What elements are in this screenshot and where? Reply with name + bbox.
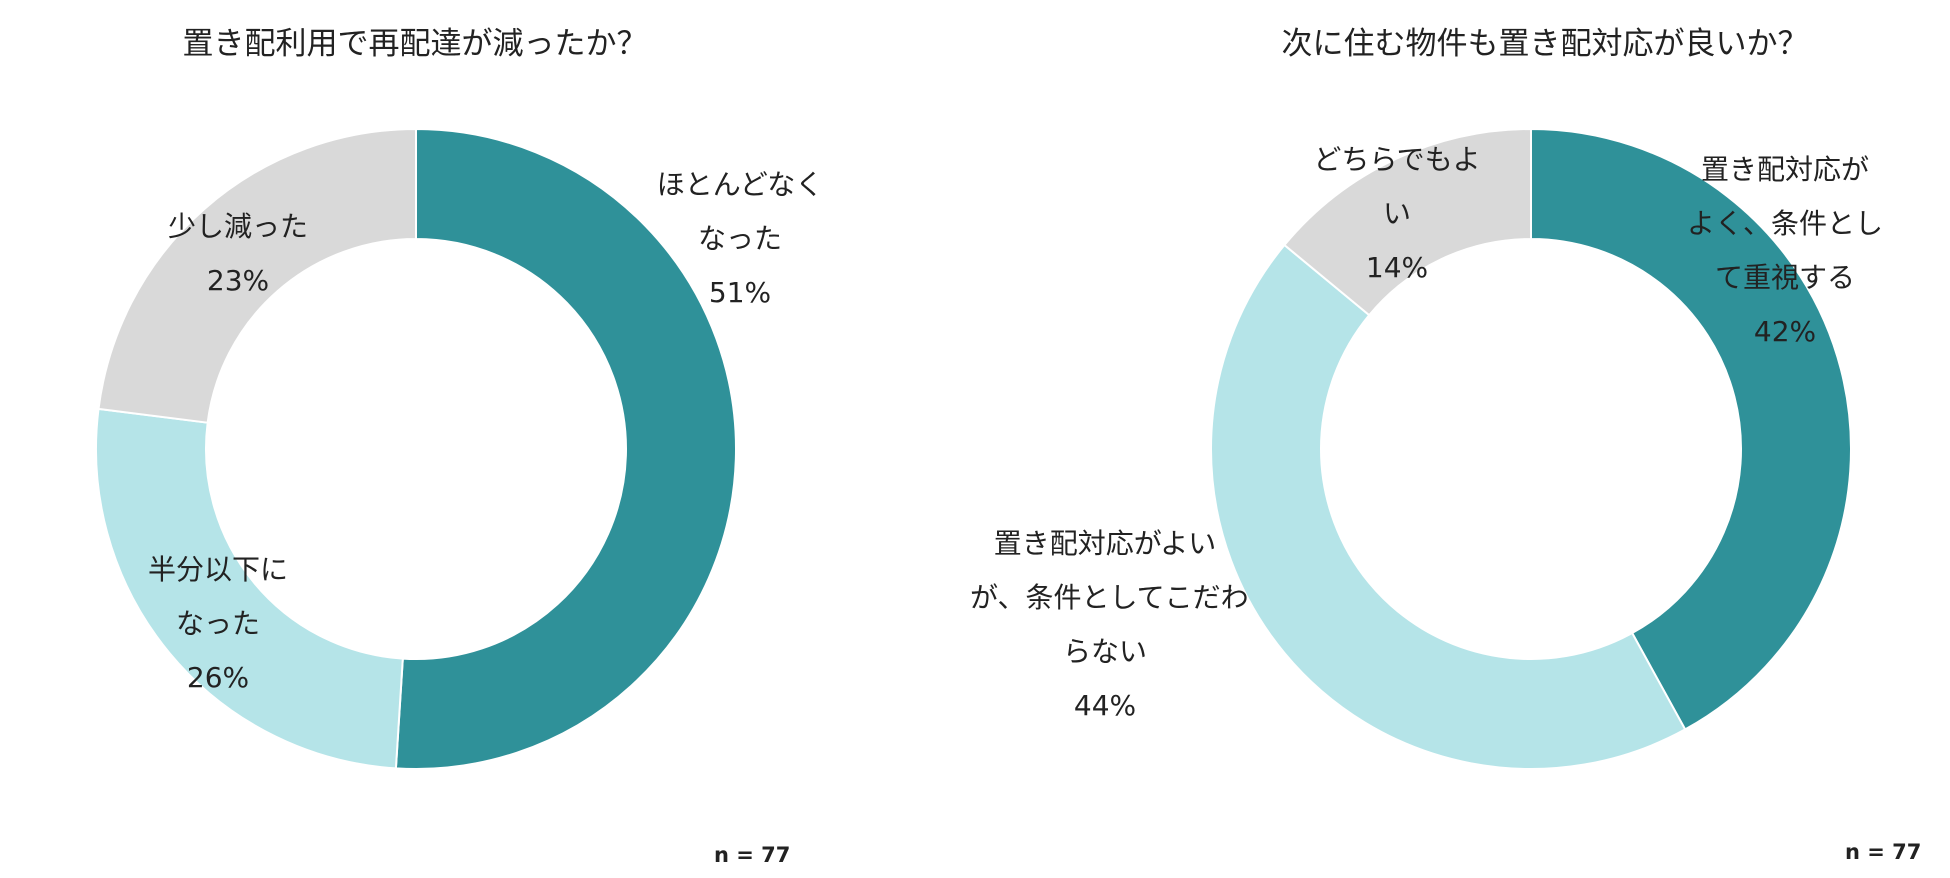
donut-chart — [95, 127, 737, 770]
donut-slice-1 — [1210, 243, 1687, 770]
slice-label-line: 少し減った — [167, 210, 308, 243]
sample-size-note: n = 77 — [1845, 840, 1922, 864]
chart-title: 置き配利用で再配達が減ったか？ — [182, 26, 648, 62]
donut-slice-1 — [95, 407, 404, 770]
slice-label-line: なった — [697, 222, 782, 255]
chart-title: 次に住む物件も置き配対応が良いか？ — [1281, 26, 1809, 62]
slice-label-2: どちらでもよ い 14% — [1297, 133, 1497, 295]
donut-slice-2 — [1283, 127, 1532, 317]
slice-value-label: 44% — [1073, 689, 1137, 722]
slice-label-line: い — [1382, 197, 1411, 230]
slice-label-line: ほとんどなく — [656, 168, 824, 201]
slice-label-2: 少し減った 23% — [138, 200, 338, 308]
slice-label-line: どちらでもよ — [1313, 143, 1481, 176]
donut-slice-0 — [1530, 127, 1852, 731]
slice-label-0: ほとんどなく なった 51% — [640, 158, 840, 320]
donut-slice-0 — [394, 127, 737, 770]
slice-label-line: 半分以下に — [147, 553, 288, 586]
slice-value-label: 14% — [1365, 251, 1429, 284]
slice-label-line: よく、条件とし — [1686, 207, 1883, 240]
slice-value-label: 26% — [186, 661, 250, 694]
sample-size-note: n = 77 — [714, 843, 791, 867]
slice-label-line: が、条件としてこだわ — [970, 581, 1249, 614]
slice-label-line: なった — [175, 607, 260, 640]
chart-panel-right: 次に住む物件も置き配対応が良いか？ 置き配対応が よく、条件とし て重視する 4… — [970, 0, 1950, 878]
chart-panel-left: 置き配利用で再配達が減ったか？ ほとんどなく なった 51% 半分以下に なった… — [95, 26, 840, 867]
slice-label-1: 置き配対応がよい が、条件としてこだわ らない 44% — [970, 517, 1249, 733]
slice-value-label: 42% — [1753, 315, 1817, 348]
donut-chart — [1210, 127, 1852, 770]
slice-label-line: らない — [1062, 635, 1147, 668]
slice-label-1: 半分以下に なった 26% — [118, 543, 318, 705]
slice-label-line: 置き配対応が — [1700, 153, 1869, 186]
slice-label-line: て重視する — [1714, 261, 1855, 294]
slice-value-label: 23% — [206, 264, 270, 297]
slice-label-line: 置き配対応がよい — [993, 527, 1217, 560]
slice-label-0: 置き配対応が よく、条件とし て重視する 42% — [1675, 143, 1895, 359]
slice-value-label: 51% — [708, 276, 772, 309]
donut-slice-2 — [97, 127, 417, 424]
